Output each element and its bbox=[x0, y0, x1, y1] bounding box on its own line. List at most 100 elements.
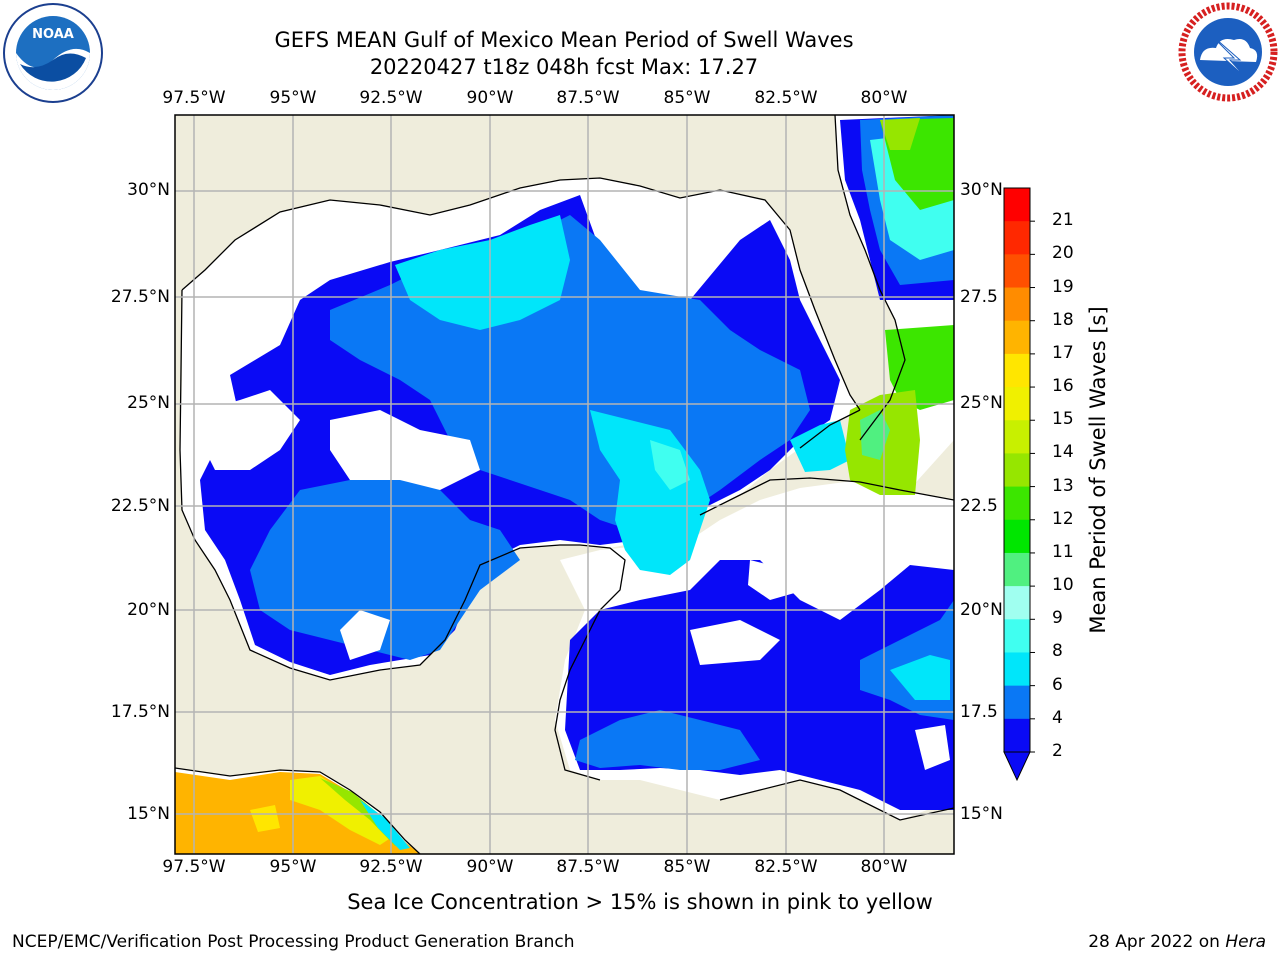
swell-field-6-8s-florida-straits bbox=[790, 420, 850, 472]
lon-tick-top: 82.5°W bbox=[754, 88, 818, 108]
swell-field-6-8s-pacific bbox=[360, 800, 410, 850]
colorbar-tick-label: 14 bbox=[1052, 442, 1074, 463]
svg-text:NOAA: NOAA bbox=[32, 27, 74, 42]
lon-tick-top: 92.5°W bbox=[359, 88, 423, 108]
lon-tick-top: 85°W bbox=[663, 88, 711, 108]
lat-tick-left: 22.5°N bbox=[110, 496, 170, 516]
no-data-patch bbox=[340, 610, 390, 660]
colorbar-extend-triangle bbox=[1003, 751, 1031, 782]
colorbar-tick-label: 6 bbox=[1052, 674, 1063, 695]
colorbar-tick-label: 12 bbox=[1052, 508, 1074, 529]
colorbar-tick-label: 17 bbox=[1052, 342, 1074, 363]
lat-tick-right: 17.5 bbox=[960, 702, 998, 722]
colorbar-swatch bbox=[1004, 254, 1030, 289]
lat-tick-right: 22.5 bbox=[960, 496, 998, 516]
footer-date-text: 28 Apr 2022 on bbox=[1088, 932, 1226, 952]
map-subtitle: 20220427 t18z 048h fcst Max: 17.27 bbox=[369, 55, 759, 79]
colorbar-swatch bbox=[1004, 586, 1030, 620]
colorbar-swatch bbox=[1004, 552, 1030, 587]
lon-tick-bottom: 90°W bbox=[466, 857, 514, 877]
colorbar-swatch bbox=[1004, 519, 1030, 554]
lat-tick-right: 25°N bbox=[960, 393, 1003, 413]
lat-tick-left: 20°N bbox=[127, 600, 170, 620]
map-frame bbox=[174, 114, 955, 855]
lon-tick-bottom: 97.5°W bbox=[162, 857, 226, 877]
colorbar-swatch bbox=[1004, 188, 1030, 222]
lat-tick-left: 17.5°N bbox=[110, 702, 170, 722]
footer-date: 28 Apr 2022 on Hera bbox=[1088, 932, 1266, 952]
colorbar-swatch bbox=[1004, 221, 1030, 255]
colorbar-swatch bbox=[1004, 619, 1030, 653]
colorbar-swatch bbox=[1004, 685, 1030, 720]
colorbar-tick-label: 20 bbox=[1052, 243, 1074, 264]
lon-tick-bottom: 82.5°W bbox=[754, 857, 818, 877]
colorbar-frame bbox=[1003, 187, 1031, 753]
lat-tick-right: 15°N bbox=[960, 804, 1003, 824]
colorbar-tick-label: 21 bbox=[1052, 210, 1074, 231]
swell-field-4-6s-caribbean-south bbox=[575, 710, 760, 770]
swell-field-4-6s-gulf-southwest bbox=[250, 470, 520, 660]
sea-ice-caption: Sea Ice Concentration > 15% is shown in … bbox=[347, 890, 933, 914]
lon-tick-bottom: 92.5°W bbox=[359, 857, 423, 877]
colorbar bbox=[1003, 187, 1035, 782]
colorbar-swatch bbox=[1004, 287, 1030, 322]
no-data-patch bbox=[915, 725, 950, 770]
no-data-patch bbox=[748, 560, 805, 600]
swell-field-15-16s-pacific bbox=[250, 805, 280, 832]
colorbar-tick-label: 9 bbox=[1052, 608, 1063, 629]
colorbar-tick-label: 18 bbox=[1052, 309, 1074, 330]
lon-tick-bottom: 85°W bbox=[663, 857, 711, 877]
coastlines bbox=[175, 115, 954, 854]
colorbar-tick-label: 10 bbox=[1052, 575, 1074, 596]
map-title: GEFS MEAN Gulf of Mexico Mean Period of … bbox=[274, 28, 854, 52]
noaa-logo: NOAA bbox=[3, 3, 103, 103]
colorbar-swatch bbox=[1004, 652, 1030, 687]
colorbar-tick-label: 19 bbox=[1052, 276, 1074, 297]
lon-tick-top: 97.5°W bbox=[162, 88, 226, 108]
colorbar-tick-label: 4 bbox=[1052, 707, 1063, 728]
colorbar-tick-label: 2 bbox=[1052, 741, 1063, 761]
lon-tick-top: 95°W bbox=[269, 88, 317, 108]
colorbar-swatch bbox=[1004, 453, 1030, 488]
swell-field-14-15s-pacific bbox=[290, 776, 395, 845]
swell-field-6-8s-caribbean-east bbox=[890, 655, 950, 700]
swell-field-9-10s-straits bbox=[860, 410, 890, 460]
colorbar-swatch bbox=[1004, 718, 1030, 753]
lon-tick-top: 80°W bbox=[860, 88, 908, 108]
lon-tick-bottom: 95°W bbox=[269, 857, 317, 877]
colorbar-tick-label: 8 bbox=[1052, 641, 1063, 662]
lon-tick-top: 87.5°W bbox=[556, 88, 620, 108]
colorbar-tick-label: 16 bbox=[1052, 376, 1074, 397]
nws-logo bbox=[1178, 2, 1278, 102]
footer-credit: NCEP/EMC/Verification Post Processing Pr… bbox=[12, 932, 575, 952]
no-data-patch bbox=[290, 235, 312, 262]
colorbar-swatch bbox=[1004, 387, 1030, 421]
colorbar-tick-label: 13 bbox=[1052, 475, 1074, 496]
colorbar-swatch bbox=[1004, 353, 1030, 388]
no-data-patch bbox=[330, 410, 480, 490]
no-data-patch bbox=[690, 620, 780, 665]
colorbar-title: Mean Period of Swell Waves [s] bbox=[1086, 306, 1110, 634]
lat-tick-right: 30°N bbox=[960, 180, 1003, 200]
lat-tick-right: 27.5 bbox=[960, 287, 998, 307]
swell-field-11-12s-florida-east bbox=[885, 325, 954, 410]
colorbar-swatch bbox=[1004, 320, 1030, 355]
lat-tick-left: 15°N bbox=[127, 804, 170, 824]
swell-field-6-8s-gulf-north bbox=[395, 215, 570, 330]
lat-tick-left: 27.5°N bbox=[110, 287, 170, 307]
lon-tick-bottom: 87.5°W bbox=[556, 857, 620, 877]
no-data-patch bbox=[270, 260, 310, 300]
swell-field-12-13s-atlantic-north bbox=[880, 118, 920, 150]
no-data-patch bbox=[200, 390, 300, 470]
colorbar-swatch bbox=[1004, 486, 1030, 521]
lon-tick-top: 90°W bbox=[466, 88, 514, 108]
footer-machine: Hera bbox=[1225, 932, 1266, 952]
colorbar-tick-label: 11 bbox=[1052, 541, 1074, 562]
lon-tick-bottom: 80°W bbox=[860, 857, 908, 877]
graticule bbox=[175, 115, 954, 854]
lat-tick-right: 20°N bbox=[960, 600, 1003, 620]
colorbar-tick-label: 15 bbox=[1052, 409, 1074, 430]
lat-tick-left: 30°N bbox=[127, 180, 170, 200]
colorbar-swatch bbox=[1004, 420, 1030, 454]
